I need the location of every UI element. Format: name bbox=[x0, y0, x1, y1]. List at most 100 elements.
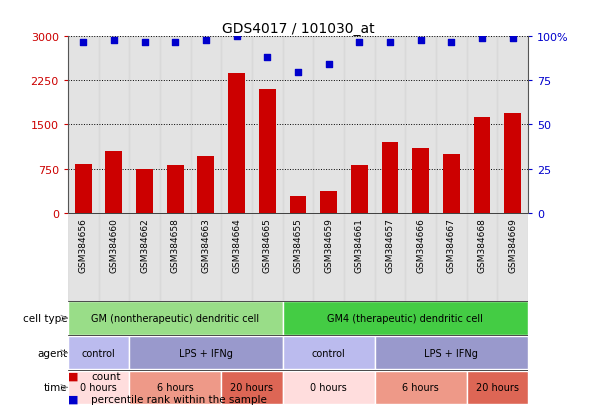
Point bbox=[385, 39, 395, 46]
Bar bbox=[191, 213, 221, 301]
Bar bbox=[221, 213, 252, 301]
Bar bbox=[313, 37, 344, 213]
Bar bbox=[129, 336, 283, 370]
Text: 6 hours: 6 hours bbox=[402, 382, 439, 392]
Bar bbox=[283, 371, 375, 404]
Point bbox=[324, 62, 333, 69]
Bar bbox=[375, 37, 405, 213]
Bar bbox=[160, 213, 191, 301]
Text: GSM384662: GSM384662 bbox=[140, 218, 149, 272]
Bar bbox=[497, 213, 528, 301]
Bar bbox=[283, 336, 375, 370]
Bar bbox=[252, 213, 283, 301]
Bar bbox=[283, 302, 528, 335]
Point bbox=[140, 39, 149, 46]
Text: GSM384666: GSM384666 bbox=[416, 218, 425, 272]
Bar bbox=[375, 336, 528, 370]
Bar bbox=[382, 143, 398, 213]
Text: 20 hours: 20 hours bbox=[231, 382, 273, 392]
Text: ■: ■ bbox=[68, 371, 78, 381]
Bar bbox=[106, 152, 122, 213]
Text: GSM384668: GSM384668 bbox=[477, 218, 487, 272]
Bar bbox=[436, 37, 467, 213]
Text: GM (nontherapeutic) dendritic cell: GM (nontherapeutic) dendritic cell bbox=[91, 313, 259, 323]
Bar bbox=[68, 213, 99, 301]
Title: GDS4017 / 101030_at: GDS4017 / 101030_at bbox=[222, 22, 374, 36]
Text: 0 hours: 0 hours bbox=[310, 382, 347, 392]
Bar bbox=[283, 37, 313, 213]
Bar bbox=[221, 371, 283, 404]
Text: control: control bbox=[81, 348, 116, 358]
Bar bbox=[467, 37, 497, 213]
Bar bbox=[290, 196, 306, 213]
Bar bbox=[259, 90, 276, 213]
Text: 6 hours: 6 hours bbox=[157, 382, 194, 392]
Bar bbox=[467, 213, 497, 301]
Bar bbox=[68, 302, 283, 335]
Text: 20 hours: 20 hours bbox=[476, 382, 519, 392]
Bar bbox=[75, 165, 91, 213]
Bar bbox=[68, 37, 99, 213]
Bar bbox=[198, 156, 214, 213]
Text: ■: ■ bbox=[68, 394, 78, 404]
Text: GSM384656: GSM384656 bbox=[78, 218, 88, 272]
Bar bbox=[283, 213, 313, 301]
Point bbox=[447, 39, 456, 46]
Text: LPS + IFNg: LPS + IFNg bbox=[424, 348, 478, 358]
Bar bbox=[405, 37, 436, 213]
Point bbox=[416, 38, 425, 44]
Text: GSM384669: GSM384669 bbox=[508, 218, 517, 272]
Point bbox=[232, 34, 241, 40]
Bar bbox=[160, 37, 191, 213]
Bar bbox=[504, 114, 521, 213]
Text: count: count bbox=[91, 371, 121, 381]
Bar bbox=[136, 169, 153, 213]
Bar bbox=[191, 37, 221, 213]
Point bbox=[355, 39, 364, 46]
Bar bbox=[228, 74, 245, 213]
Bar bbox=[167, 166, 183, 213]
Text: LPS + IFNg: LPS + IFNg bbox=[179, 348, 233, 358]
Bar bbox=[497, 37, 528, 213]
Bar bbox=[375, 371, 467, 404]
Text: GSM384661: GSM384661 bbox=[355, 218, 364, 272]
Bar bbox=[405, 213, 436, 301]
Bar bbox=[375, 213, 405, 301]
Text: GM4 (therapeutic) dendritic cell: GM4 (therapeutic) dendritic cell bbox=[327, 313, 483, 323]
Bar bbox=[436, 213, 467, 301]
Text: control: control bbox=[312, 348, 346, 358]
Text: GSM384667: GSM384667 bbox=[447, 218, 456, 272]
Point bbox=[201, 38, 211, 44]
Bar bbox=[474, 118, 490, 213]
Bar bbox=[412, 149, 429, 213]
Point bbox=[109, 38, 119, 44]
Bar bbox=[221, 37, 252, 213]
Bar bbox=[443, 154, 460, 213]
Bar bbox=[99, 37, 129, 213]
Text: 0 hours: 0 hours bbox=[80, 382, 117, 392]
Text: percentile rank within the sample: percentile rank within the sample bbox=[91, 394, 267, 404]
Bar bbox=[99, 213, 129, 301]
Point bbox=[477, 36, 487, 42]
Bar bbox=[252, 37, 283, 213]
Point bbox=[171, 39, 180, 46]
Text: agent: agent bbox=[37, 348, 67, 358]
Bar bbox=[129, 213, 160, 301]
Bar bbox=[351, 166, 368, 213]
Text: GSM384657: GSM384657 bbox=[385, 218, 395, 272]
Text: GSM384655: GSM384655 bbox=[293, 218, 303, 272]
Bar bbox=[129, 371, 221, 404]
Point bbox=[78, 39, 88, 46]
Point bbox=[508, 36, 517, 42]
Bar bbox=[344, 37, 375, 213]
Point bbox=[263, 55, 272, 62]
Text: cell type: cell type bbox=[22, 313, 67, 323]
Text: GSM384658: GSM384658 bbox=[171, 218, 180, 272]
Text: time: time bbox=[44, 382, 67, 392]
Text: GSM384665: GSM384665 bbox=[263, 218, 272, 272]
Bar bbox=[467, 371, 528, 404]
Text: GSM384659: GSM384659 bbox=[324, 218, 333, 272]
Bar bbox=[68, 336, 129, 370]
Bar bbox=[68, 371, 129, 404]
Text: GSM384660: GSM384660 bbox=[109, 218, 119, 272]
